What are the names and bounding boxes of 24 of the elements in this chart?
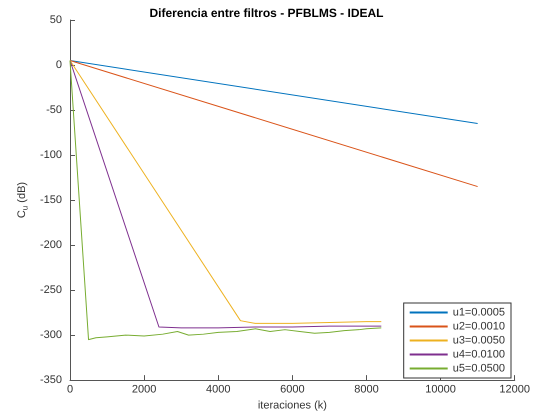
y-tick-label: -100 — [40, 149, 62, 162]
legend-label: u5=0.0500 — [452, 362, 506, 374]
y-tick-label: -150 — [40, 194, 62, 206]
x-axis-title: iteraciones (k) — [258, 400, 327, 412]
x-tick-label: 0 — [66, 384, 74, 396]
legend-label: u1=0.0005 — [452, 306, 506, 318]
y-tick-label: -300 — [40, 329, 62, 342]
y-tick-label: 50 — [50, 14, 62, 26]
y-tick-label: -50 — [46, 104, 62, 116]
chart-title: Diferencia entre filtros - PFBLMS - IDEAL — [149, 6, 384, 20]
x-tick-label: 4000 — [206, 384, 230, 396]
y-tick-label: -250 — [40, 284, 62, 296]
legend-label: u3=0.0050 — [452, 334, 506, 346]
x-tick-label: 8000 — [354, 384, 379, 396]
legend-label: u2=0.0010 — [452, 320, 506, 332]
y-tick-label: 0 — [56, 59, 62, 72]
y-tick-label: -200 — [40, 239, 62, 252]
x-tick-label: 12000 — [499, 384, 530, 396]
x-tick-label: 6000 — [280, 384, 305, 396]
x-tick-label: 10000 — [425, 384, 456, 396]
x-tick-label: 2000 — [132, 384, 156, 396]
y-axis-title: Cu (dB) — [16, 182, 30, 218]
y-tick-label: -350 — [40, 374, 62, 386]
legend-label: u4=0.0100 — [452, 348, 506, 360]
